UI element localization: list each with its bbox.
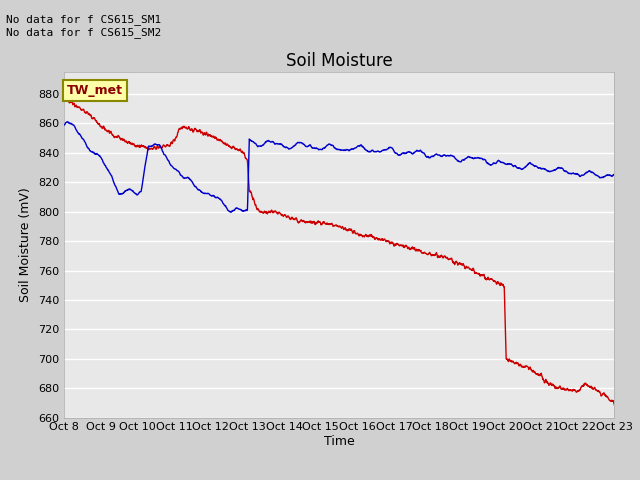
Text: No data for f CS615_SM1
No data for f CS615_SM2: No data for f CS615_SM1 No data for f CS…	[6, 14, 162, 38]
Y-axis label: Soil Moisture (mV): Soil Moisture (mV)	[19, 187, 33, 302]
Text: TW_met: TW_met	[67, 84, 123, 97]
X-axis label: Time: Time	[324, 435, 355, 448]
Title: Soil Moisture: Soil Moisture	[286, 52, 392, 71]
